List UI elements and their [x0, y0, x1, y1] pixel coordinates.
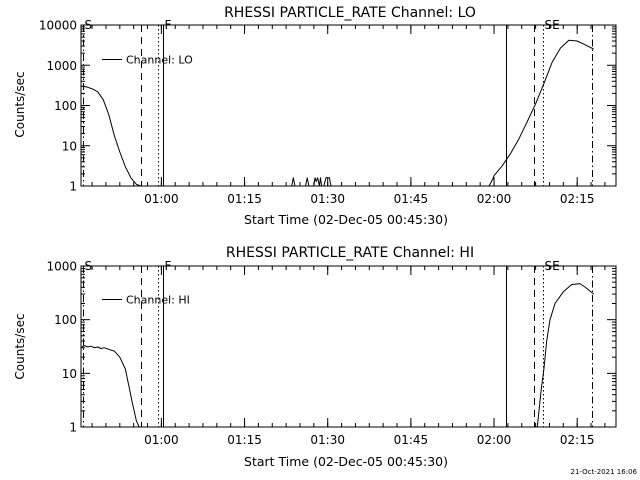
chart-lo: RHESSI PARTICLE_RATE Channel: LO Counts/…	[13, 5, 617, 227]
event-marker-label: F	[165, 259, 172, 273]
x-tick-label: 01:45	[394, 192, 429, 206]
series-line-segment	[80, 345, 140, 428]
y-axis-label: Counts/sec	[13, 71, 27, 137]
x-tick-label: 01:30	[310, 433, 345, 447]
x-tick-label: 02:00	[477, 192, 512, 206]
y-tick-label: 1	[69, 180, 77, 194]
x-tick-label: 01:00	[144, 192, 179, 206]
y-axis-label: Counts/sec	[13, 313, 27, 379]
x-ticks: 01:00 01:15 01:30 01:45 02:00 02:15	[91, 25, 606, 206]
y-tick-label: 10000	[39, 19, 77, 33]
y-tick-label: 1	[69, 421, 77, 435]
plot-frame	[80, 24, 617, 187]
y-tick-label: 1000	[46, 260, 77, 274]
event-marker-label: F	[165, 18, 172, 32]
x-tick-label: 01:30	[310, 192, 345, 206]
plot-frame	[80, 265, 617, 428]
event-markers: S F SE	[83, 259, 593, 427]
timestamp: 21-Oct-2021 16:06	[571, 468, 638, 476]
legend: Channel: HI	[102, 294, 190, 307]
event-marker-label: S	[85, 259, 93, 273]
event-marker-label: SE	[545, 259, 560, 273]
y-tick-label: 10	[62, 139, 77, 153]
x-axis-label: Start Time (02-Dec-05 00:45:30)	[244, 212, 448, 227]
series-lines	[80, 39, 595, 187]
x-ticks: 01:00 01:15 01:30 01:45 02:00 02:15	[91, 266, 606, 447]
x-tick-label: 01:15	[227, 192, 262, 206]
event-markers: S F SE	[83, 18, 593, 186]
legend-label: Channel: LO	[126, 54, 193, 67]
chart-title: RHESSI PARTICLE_RATE Channel: LO	[224, 5, 476, 21]
x-tick-label: 02:00	[477, 433, 512, 447]
series-line-segment	[80, 85, 142, 187]
event-marker-label: S	[85, 18, 93, 32]
y-tick-label: 100	[54, 99, 77, 113]
x-tick-label: 01:45	[394, 433, 429, 447]
x-tick-label: 01:15	[227, 433, 262, 447]
event-marker-label: SE	[545, 18, 560, 32]
legend: Channel: LO	[102, 54, 193, 67]
y-tick-label: 10	[62, 367, 77, 381]
series-line-segment	[536, 283, 595, 428]
y-tick-label: 100	[54, 313, 77, 327]
series-lines	[80, 283, 595, 428]
x-tick-label: 02:15	[560, 433, 595, 447]
y-tick-label: 1000	[46, 59, 77, 73]
x-tick-label: 02:15	[560, 192, 595, 206]
x-axis-label: Start Time (02-Dec-05 00:45:30)	[244, 454, 448, 469]
legend-label: Channel: HI	[126, 294, 190, 307]
y-ticks: 1 10 100 1000 10000	[39, 19, 616, 194]
series-line-segment	[488, 39, 595, 187]
series-line-segment	[291, 177, 332, 187]
chart-hi: RHESSI PARTICLE_RATE Channel: HI Counts/…	[13, 245, 617, 469]
y-ticks: 1 10 100 1000	[46, 260, 616, 435]
x-tick-label: 01:00	[144, 433, 179, 447]
chart-title: RHESSI PARTICLE_RATE Channel: HI	[226, 245, 474, 261]
